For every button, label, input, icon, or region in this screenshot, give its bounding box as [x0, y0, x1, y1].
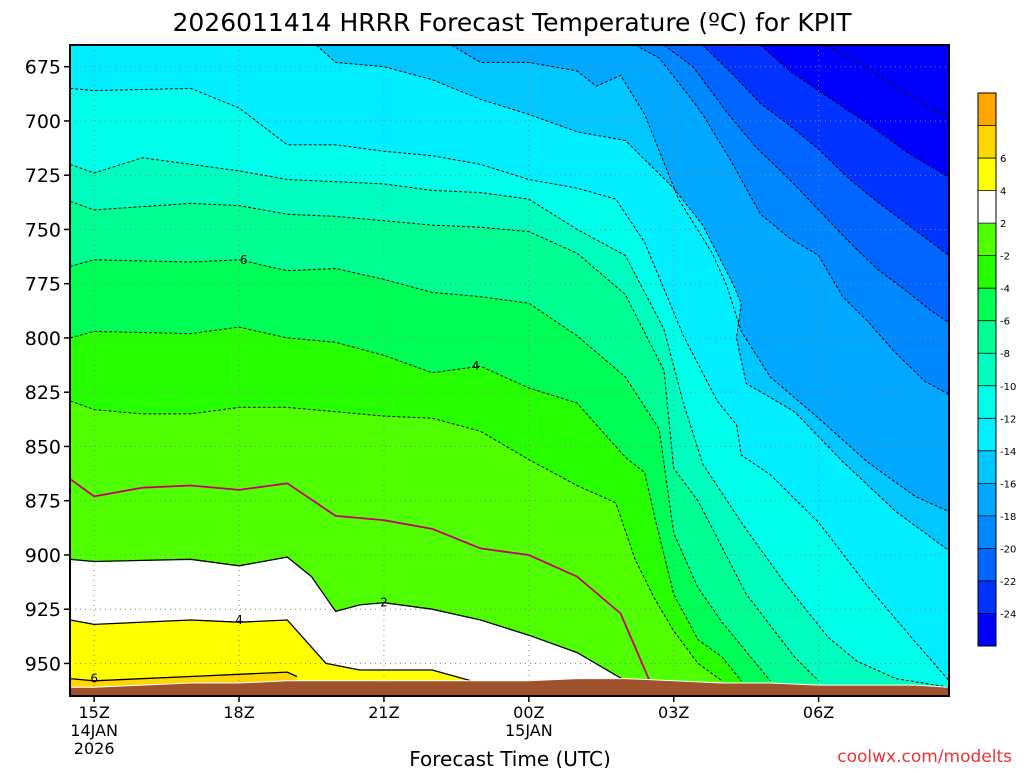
colorbar-swatch [978, 288, 996, 322]
colorbar-label: -18 [1000, 512, 1016, 523]
contour-label: 6 [240, 253, 248, 267]
x-tick-label: 06Z [803, 703, 834, 722]
ground-surface [70, 678, 949, 696]
colorbar-swatch [978, 483, 996, 517]
contour-line [760, 45, 949, 178]
colorbar-label: -8 [1000, 349, 1010, 360]
contour-label: 6 [90, 672, 98, 686]
ground-fill [70, 678, 949, 696]
contour-line [70, 326, 742, 682]
x-tick-date: 14JAN [70, 721, 118, 740]
contour-labels: 6 4 2 4 6 [90, 253, 480, 686]
colorbar-label: -14 [1000, 447, 1016, 458]
colorbar-swatch [978, 353, 996, 387]
y-tick-label: 725 [25, 165, 61, 187]
y-tick-label: 825 [25, 382, 61, 404]
contour-line [70, 671, 298, 682]
colorbar-swatch [978, 223, 996, 257]
colorbar-label: -4 [1000, 284, 1010, 295]
credit-text: coolwx.com/modelts [837, 747, 1012, 767]
colorbar-swatch [978, 613, 996, 647]
contour-line [70, 619, 472, 682]
contour-line [70, 400, 723, 682]
x-tick-label: 18Z [223, 703, 254, 722]
contour-line [70, 157, 949, 688]
colorbar-swatch [978, 548, 996, 582]
y-tick-label: 850 [25, 436, 61, 458]
contour-line [663, 45, 949, 324]
grid-lines [70, 45, 949, 696]
contour-line [451, 45, 949, 513]
contour-line [70, 200, 819, 682]
colorbar-swatch [978, 580, 996, 614]
contour-line [70, 87, 949, 682]
x-tick-label: 03Z [658, 703, 689, 722]
x-tick-label: 21Z [368, 703, 399, 722]
y-tick-label: 750 [25, 219, 61, 241]
colorbar-label: -12 [1000, 414, 1016, 425]
contour-line [823, 45, 949, 118]
colorbar-swatch [978, 320, 996, 354]
y-tick-label: 950 [25, 653, 61, 675]
plot-frame [69, 44, 950, 697]
colorbar-label: 2 [1000, 219, 1006, 230]
colorbar-label: 4 [1000, 187, 1006, 198]
contour-line [70, 478, 651, 682]
contour-lines [70, 45, 949, 688]
colorbar-label: -10 [1000, 382, 1016, 393]
colorbar-label: -16 [1000, 479, 1016, 490]
colorbar-swatch [978, 255, 996, 289]
contour-fills [70, 45, 949, 696]
colorbar-swatch [978, 158, 996, 192]
y-tick-label: 800 [25, 328, 61, 350]
contour-line [702, 45, 949, 256]
colorbar-label: -2 [1000, 252, 1010, 263]
contour-label: 2 [380, 596, 388, 610]
y-axis: 675 700 725 750 775 800 825 850 875 900 925 950 [25, 57, 70, 675]
y-tick-label: 675 [25, 57, 61, 79]
colorbar-swatch [978, 125, 996, 159]
contour-line [70, 556, 626, 682]
colorbar-frame [977, 92, 997, 647]
contour-label: 4 [235, 613, 243, 627]
colorbar-swatch [978, 190, 996, 224]
colorbar-swatch [978, 385, 996, 419]
contour-line [634, 45, 949, 395]
y-tick-label: 875 [25, 491, 61, 513]
colorbar-swatch [978, 450, 996, 484]
contour-line [315, 45, 949, 552]
colorbar-label: -24 [1000, 609, 1016, 620]
y-tick-label: 925 [25, 599, 61, 621]
contour-label: 4 [472, 359, 480, 373]
x-tick-label: 00Z [513, 703, 544, 722]
colorbar-swatch [978, 93, 996, 127]
colorbar-label: 6 [1000, 154, 1006, 165]
colorbar-label: -20 [1000, 544, 1016, 555]
y-tick-label: 900 [25, 545, 61, 567]
colorbar-label: -22 [1000, 577, 1016, 588]
y-tick-label: 775 [25, 274, 61, 296]
colorbar-label: -6 [1000, 317, 1010, 328]
y-tick-label: 700 [25, 111, 61, 133]
x-axis-title: Forecast Time (UTC) [409, 747, 611, 768]
colorbar-swatch [978, 515, 996, 549]
x-tick-label: 15Z [78, 703, 109, 722]
contour-line [70, 259, 771, 682]
chart-title: 2026011414 HRRR Forecast Temperature (ºC… [172, 8, 852, 37]
colorbar-swatch [978, 418, 996, 452]
x-tick-date: 15JAN [505, 721, 553, 740]
x-tick-year: 2026 [74, 739, 115, 758]
